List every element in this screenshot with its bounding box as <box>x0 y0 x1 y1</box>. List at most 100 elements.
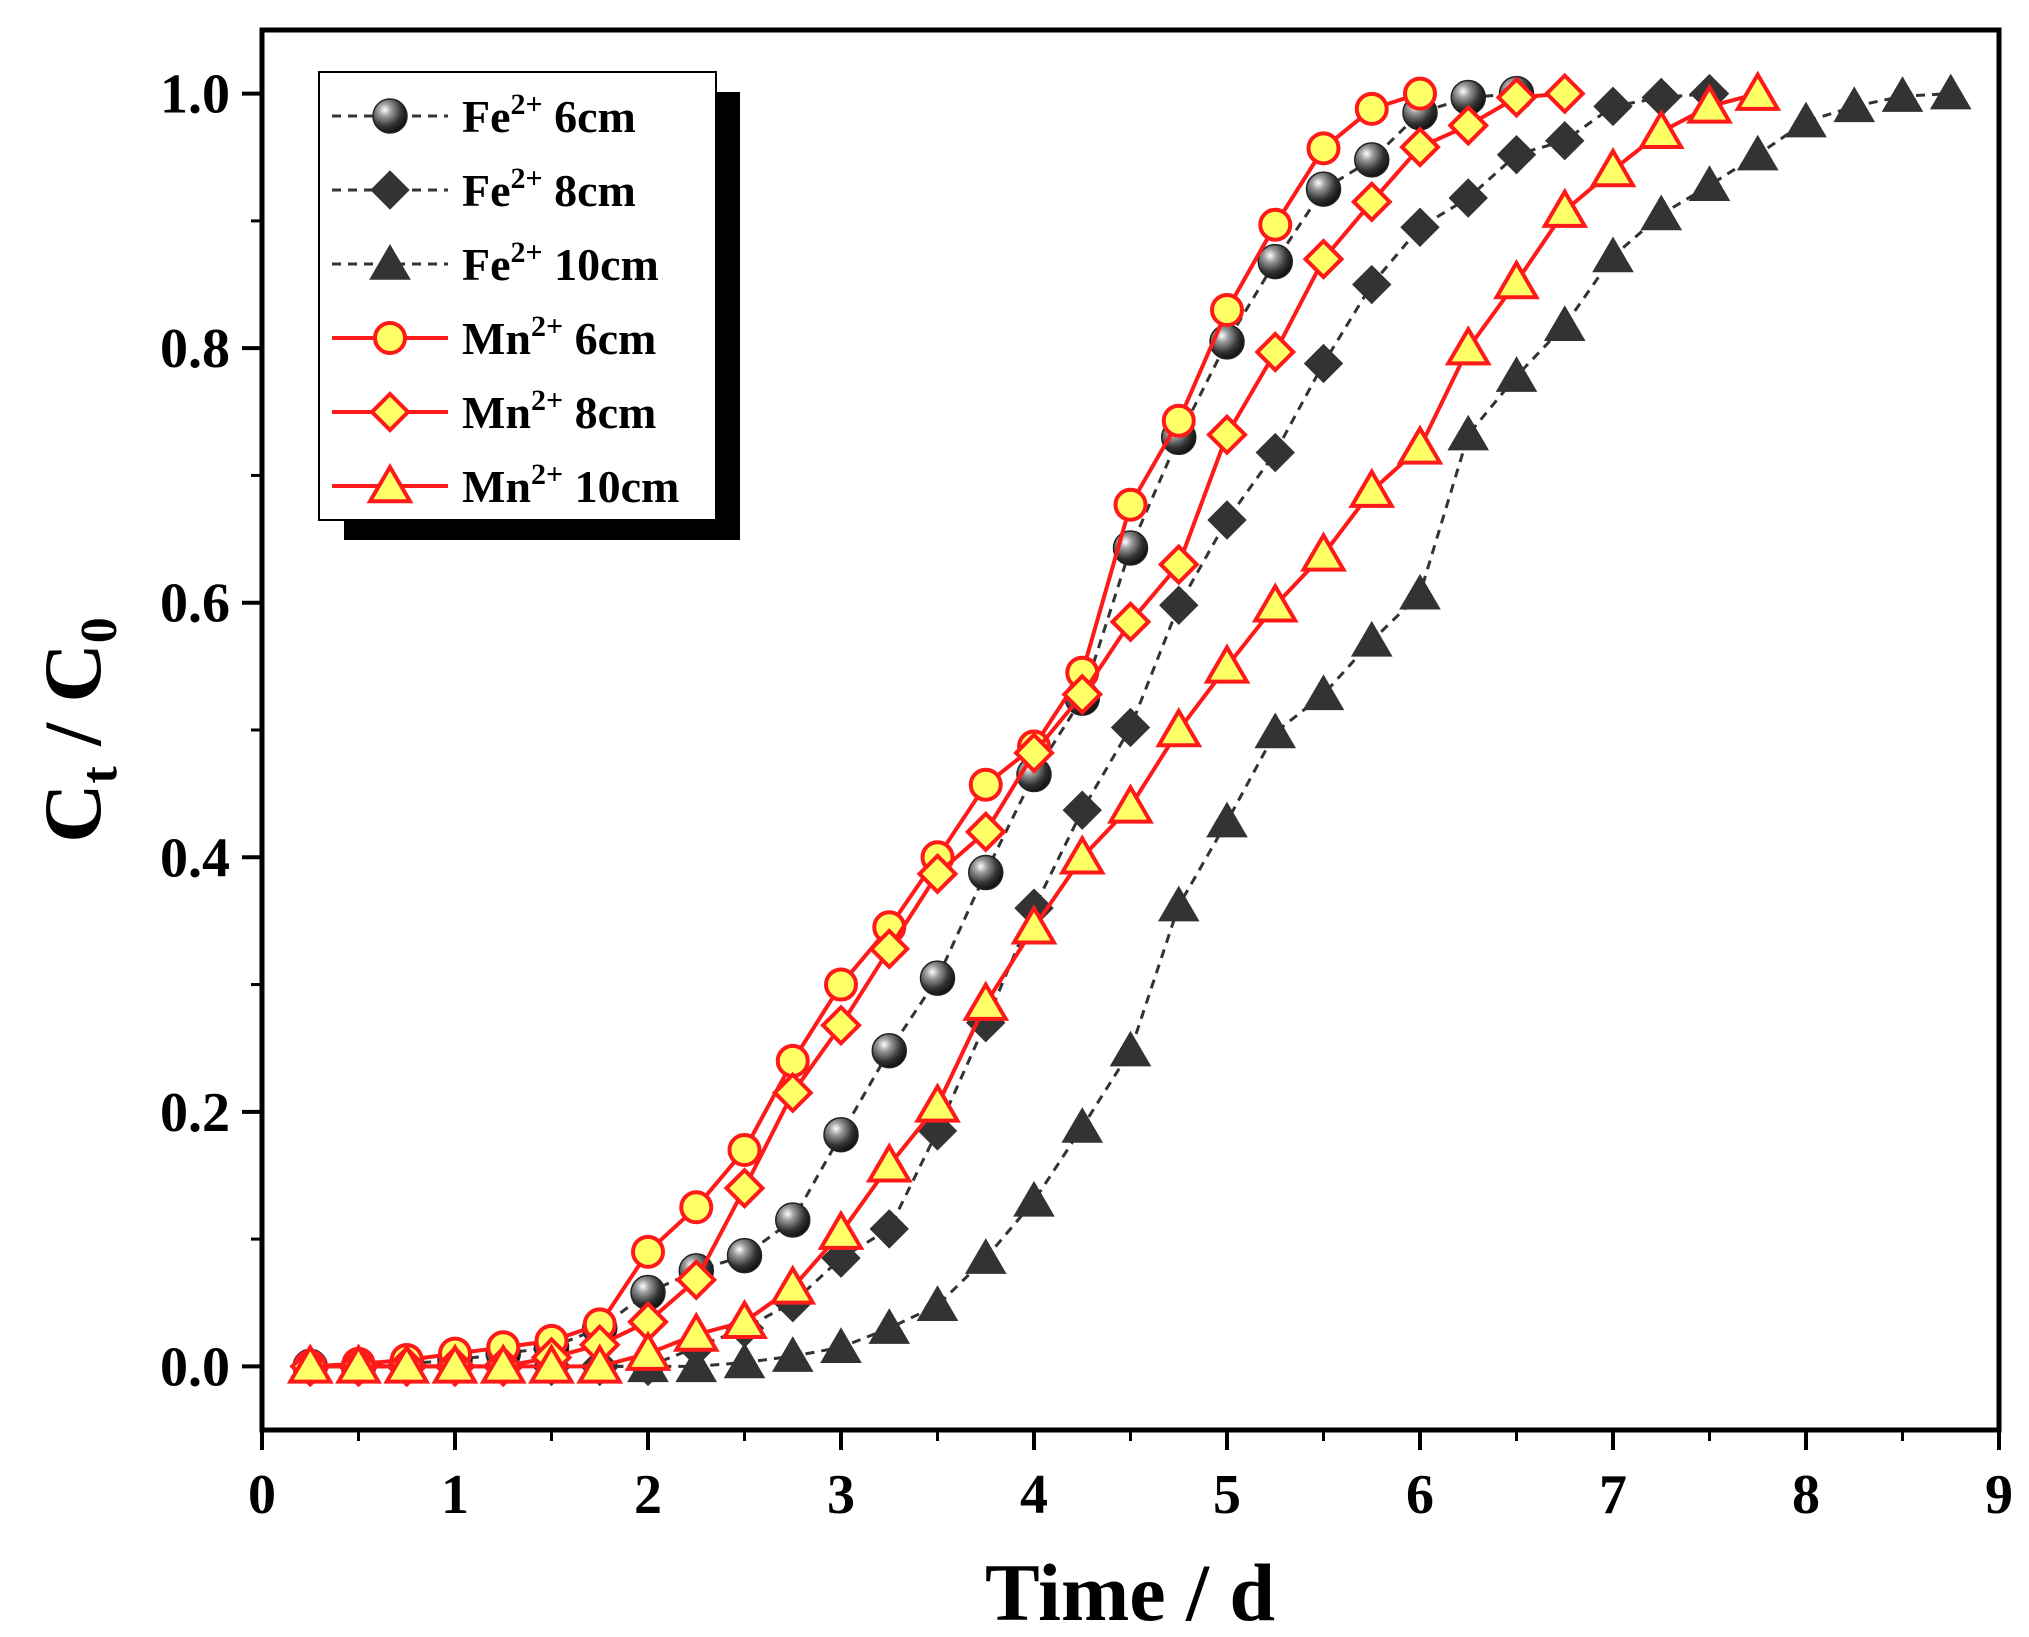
x-tick-label: 1 <box>441 1464 469 1526</box>
data-point <box>824 967 858 1002</box>
data-point <box>868 1308 911 1344</box>
data-point <box>1350 620 1393 657</box>
y-tick-label: 0.0 <box>160 1336 230 1398</box>
data-point <box>817 1209 865 1250</box>
series-mn-10cm <box>286 70 1782 1384</box>
data-point <box>865 1142 913 1183</box>
data-point <box>1447 104 1490 147</box>
data-point <box>1354 142 1390 178</box>
data-point <box>823 1116 859 1153</box>
data-point <box>624 1330 672 1371</box>
data-point <box>726 1237 763 1274</box>
legend-marker <box>369 244 411 280</box>
data-point <box>914 1082 961 1123</box>
data-point <box>1543 72 1586 115</box>
data-point <box>1589 147 1637 188</box>
legend-box <box>318 71 717 521</box>
data-point <box>1061 673 1104 716</box>
data-point <box>1257 243 1293 280</box>
data-point <box>1255 432 1295 473</box>
x-tick-label: 8 <box>1792 1464 1820 1526</box>
data-point <box>1157 885 1200 922</box>
data-point <box>916 852 959 895</box>
legend-marker <box>369 391 411 433</box>
data-point <box>869 1209 909 1249</box>
data-point <box>383 1343 431 1384</box>
legend-item: Fe2+ 6cm <box>332 88 636 142</box>
data-point <box>1206 413 1248 456</box>
x-axis-title: Time / d <box>985 1547 1275 1637</box>
data-point <box>1302 674 1345 711</box>
data-point <box>1251 582 1299 623</box>
data-point <box>1396 424 1444 465</box>
y-axis-ticks: 0.0 0.2 0.4 0.6 0.8 1.0 <box>160 64 262 1398</box>
data-point <box>1061 1107 1104 1143</box>
legend-item: Fe2+ 8cm <box>332 162 636 216</box>
data-point <box>964 1238 1007 1274</box>
data-point <box>1785 101 1827 138</box>
data-point <box>672 1311 720 1352</box>
data-point <box>769 1264 817 1305</box>
data-point <box>1929 73 1972 110</box>
data-point <box>968 767 1003 802</box>
data-point <box>1305 171 1342 207</box>
data-point <box>1543 305 1586 341</box>
data-point <box>1688 165 1731 201</box>
data-point <box>1203 643 1251 684</box>
legend-item: Mn2+ 10cm <box>332 458 679 512</box>
data-point <box>820 1327 862 1363</box>
data-point <box>1448 178 1488 218</box>
x-tick-label: 2 <box>634 1464 662 1526</box>
data-point <box>723 1167 766 1210</box>
data-point <box>721 1298 768 1340</box>
data-point <box>1306 131 1341 166</box>
legend-marker <box>372 98 408 134</box>
legend-item: Mn2+ 6cm <box>332 310 656 364</box>
data-point <box>1400 207 1440 247</box>
data-point <box>1159 585 1199 625</box>
data-point <box>1062 790 1102 830</box>
data-point <box>286 1343 334 1384</box>
data-point <box>1640 194 1683 231</box>
y-tick-label: 0.4 <box>160 827 230 889</box>
data-point <box>479 1343 527 1384</box>
legend-label: Mn2+ 10cm <box>462 458 679 512</box>
data-point <box>962 980 1010 1021</box>
data-point <box>1210 293 1244 327</box>
data-point <box>1352 264 1392 305</box>
data-point <box>964 810 1007 853</box>
data-point <box>1444 325 1492 366</box>
data-point <box>1206 801 1248 838</box>
x-tick-label: 9 <box>1985 1464 2013 1526</box>
data-point <box>1495 356 1538 392</box>
data-point <box>775 1043 810 1078</box>
data-point <box>1593 86 1633 127</box>
data-point <box>1545 121 1585 161</box>
data-point <box>1399 573 1441 610</box>
x-axis-ticks: 0 1 2 3 4 5 6 7 8 9 <box>248 1430 2013 1526</box>
data-point <box>1493 259 1540 300</box>
legend-label: Fe2+ 6cm <box>462 88 636 142</box>
data-point <box>1109 1030 1152 1067</box>
data-point <box>868 928 911 970</box>
data-point <box>1348 467 1396 508</box>
data-point <box>723 1342 766 1379</box>
x-tick-label: 3 <box>827 1464 855 1526</box>
data-point <box>1254 331 1297 373</box>
legend-marker <box>366 463 414 504</box>
y-tick-label: 0.2 <box>160 1082 230 1144</box>
y-tick-label: 0.8 <box>160 318 230 380</box>
data-point <box>1010 904 1058 945</box>
y-axis-title: Ct / C0 <box>27 617 128 843</box>
data-point <box>1013 1180 1055 1217</box>
data-point <box>771 1071 814 1114</box>
data-point <box>1354 91 1389 126</box>
data-point <box>675 1346 718 1383</box>
y-tick-label: 1.0 <box>160 64 230 126</box>
x-tick-label: 0 <box>248 1464 276 1526</box>
x-tick-label: 7 <box>1599 1464 1627 1526</box>
legend-label: Fe2+ 10cm <box>462 236 659 290</box>
data-point <box>1592 236 1634 273</box>
data-point <box>727 1133 762 1167</box>
